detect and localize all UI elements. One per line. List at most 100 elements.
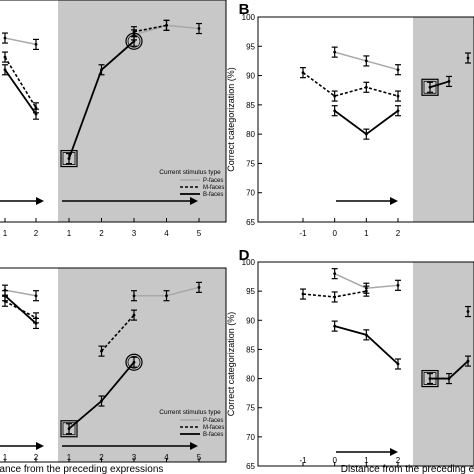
data-point [428,85,432,89]
x-tick-label: 1 [364,229,369,238]
data-point [333,109,337,113]
y-tick-label: 100 [242,13,256,22]
series-line-m-faces [4,56,37,109]
data-point [447,80,451,83]
series-line-p-faces [4,289,37,297]
data-point [34,112,38,116]
data-point [333,50,337,54]
data-point [3,36,7,40]
x-tick-label: 2 [34,453,39,462]
y-tick-label: 80 [246,375,255,384]
data-point [364,59,368,63]
x-tick-label: 4 [164,229,169,238]
x-tick-label: 1 [3,229,8,238]
y-tick-label: 70 [246,189,255,198]
data-point [466,359,470,363]
highlight-square-inner [423,80,437,94]
highlight-square [421,78,439,96]
arrow-head [190,197,198,205]
data-point [197,27,201,30]
data-point [466,56,470,60]
plot-frame [0,267,227,463]
data-point [165,294,168,298]
x-tick-label: 5 [197,229,202,238]
x-tick-label: 1 [364,456,369,465]
x-tick-label: 4 [164,453,169,462]
series-line-p-faces [4,37,37,46]
x-tick-label: -1 [299,456,307,465]
arrow-head [36,442,44,450]
y-tick-label: 75 [246,159,255,168]
panel-b: 65 70 75 80 85 90 95 100 Correct categorization … [226,1,474,238]
x-tick-label: 2 [396,229,401,238]
y-tick-label: 90 [246,316,255,325]
arrow-head [36,197,44,205]
x-tick-label: -1 [299,229,307,238]
data-point [447,377,451,380]
data-point [396,109,400,113]
data-point [3,68,7,72]
data-point [34,106,38,110]
legend-entry: M-faces [203,185,224,191]
shaded-region [413,17,474,222]
plot-frame [0,0,227,223]
y-tick-label: 70 [246,433,255,442]
data-point [67,427,71,431]
data-point [132,39,136,43]
legend-entry: M-faces [203,425,224,431]
series-line-b-faces [4,295,37,325]
arrow-head [390,448,398,456]
y-tick-label: 65 [246,462,255,471]
data-point [132,30,136,34]
legend-title: Current stimulus type [159,409,221,416]
data-point [396,68,400,72]
x-axis-label: tance from the preceding expressions [0,464,163,474]
data-point [428,377,432,380]
arrow-head [390,197,398,205]
x-tick-label: 5 [197,453,202,462]
y-tick-label: 100 [242,258,256,267]
series-line-b-faces [4,69,37,115]
x-tick-label: 0 [332,229,337,238]
panel-letter-b: B [239,1,250,18]
legend-entry: P-faces [203,178,223,184]
legend-entry: P-faces [203,418,223,424]
data-point [132,360,136,364]
highlight-square [60,420,78,438]
data-point [333,272,337,276]
data-point [364,85,368,89]
legend-entry: B-faces [203,432,223,438]
highlight-square [60,149,78,168]
panel-d: 65 70 75 80 85 90 95 100 Correct categorization … [226,247,474,474]
data-point [396,94,400,98]
y-tick-label: 85 [246,101,255,110]
x-tick-label: 3 [132,453,137,462]
data-point [466,310,470,313]
y-tick-label: 90 [246,72,255,81]
y-axis-label: Correct categorization (%) [226,312,236,417]
data-point [165,23,168,27]
data-point [100,399,103,403]
data-point [67,157,71,160]
x-tick-label: 2 [396,456,401,465]
highlight-square-inner [62,422,76,436]
arrow-head [190,442,198,450]
data-point [396,362,400,366]
highlight-circle [125,32,143,50]
data-point [132,313,136,317]
highlight-square [421,369,439,388]
data-point [34,43,38,46]
highlight-circle-inner [127,355,141,369]
y-axis-label: Correct categorization (%) [226,67,236,172]
data-point [3,294,7,298]
panel-a: 1 2 1 2 3 4 5 Current stimulus type P-facesM-fac… [0,0,227,238]
data-point [333,324,337,328]
data-point [333,94,337,98]
x-tick-label: 2 [99,229,104,238]
series-line-b-faces [429,80,450,89]
series-line-m-faces [100,314,135,352]
y-tick-label: 95 [246,287,255,296]
data-point [197,286,201,289]
data-point [364,333,368,337]
data-point [100,349,103,353]
